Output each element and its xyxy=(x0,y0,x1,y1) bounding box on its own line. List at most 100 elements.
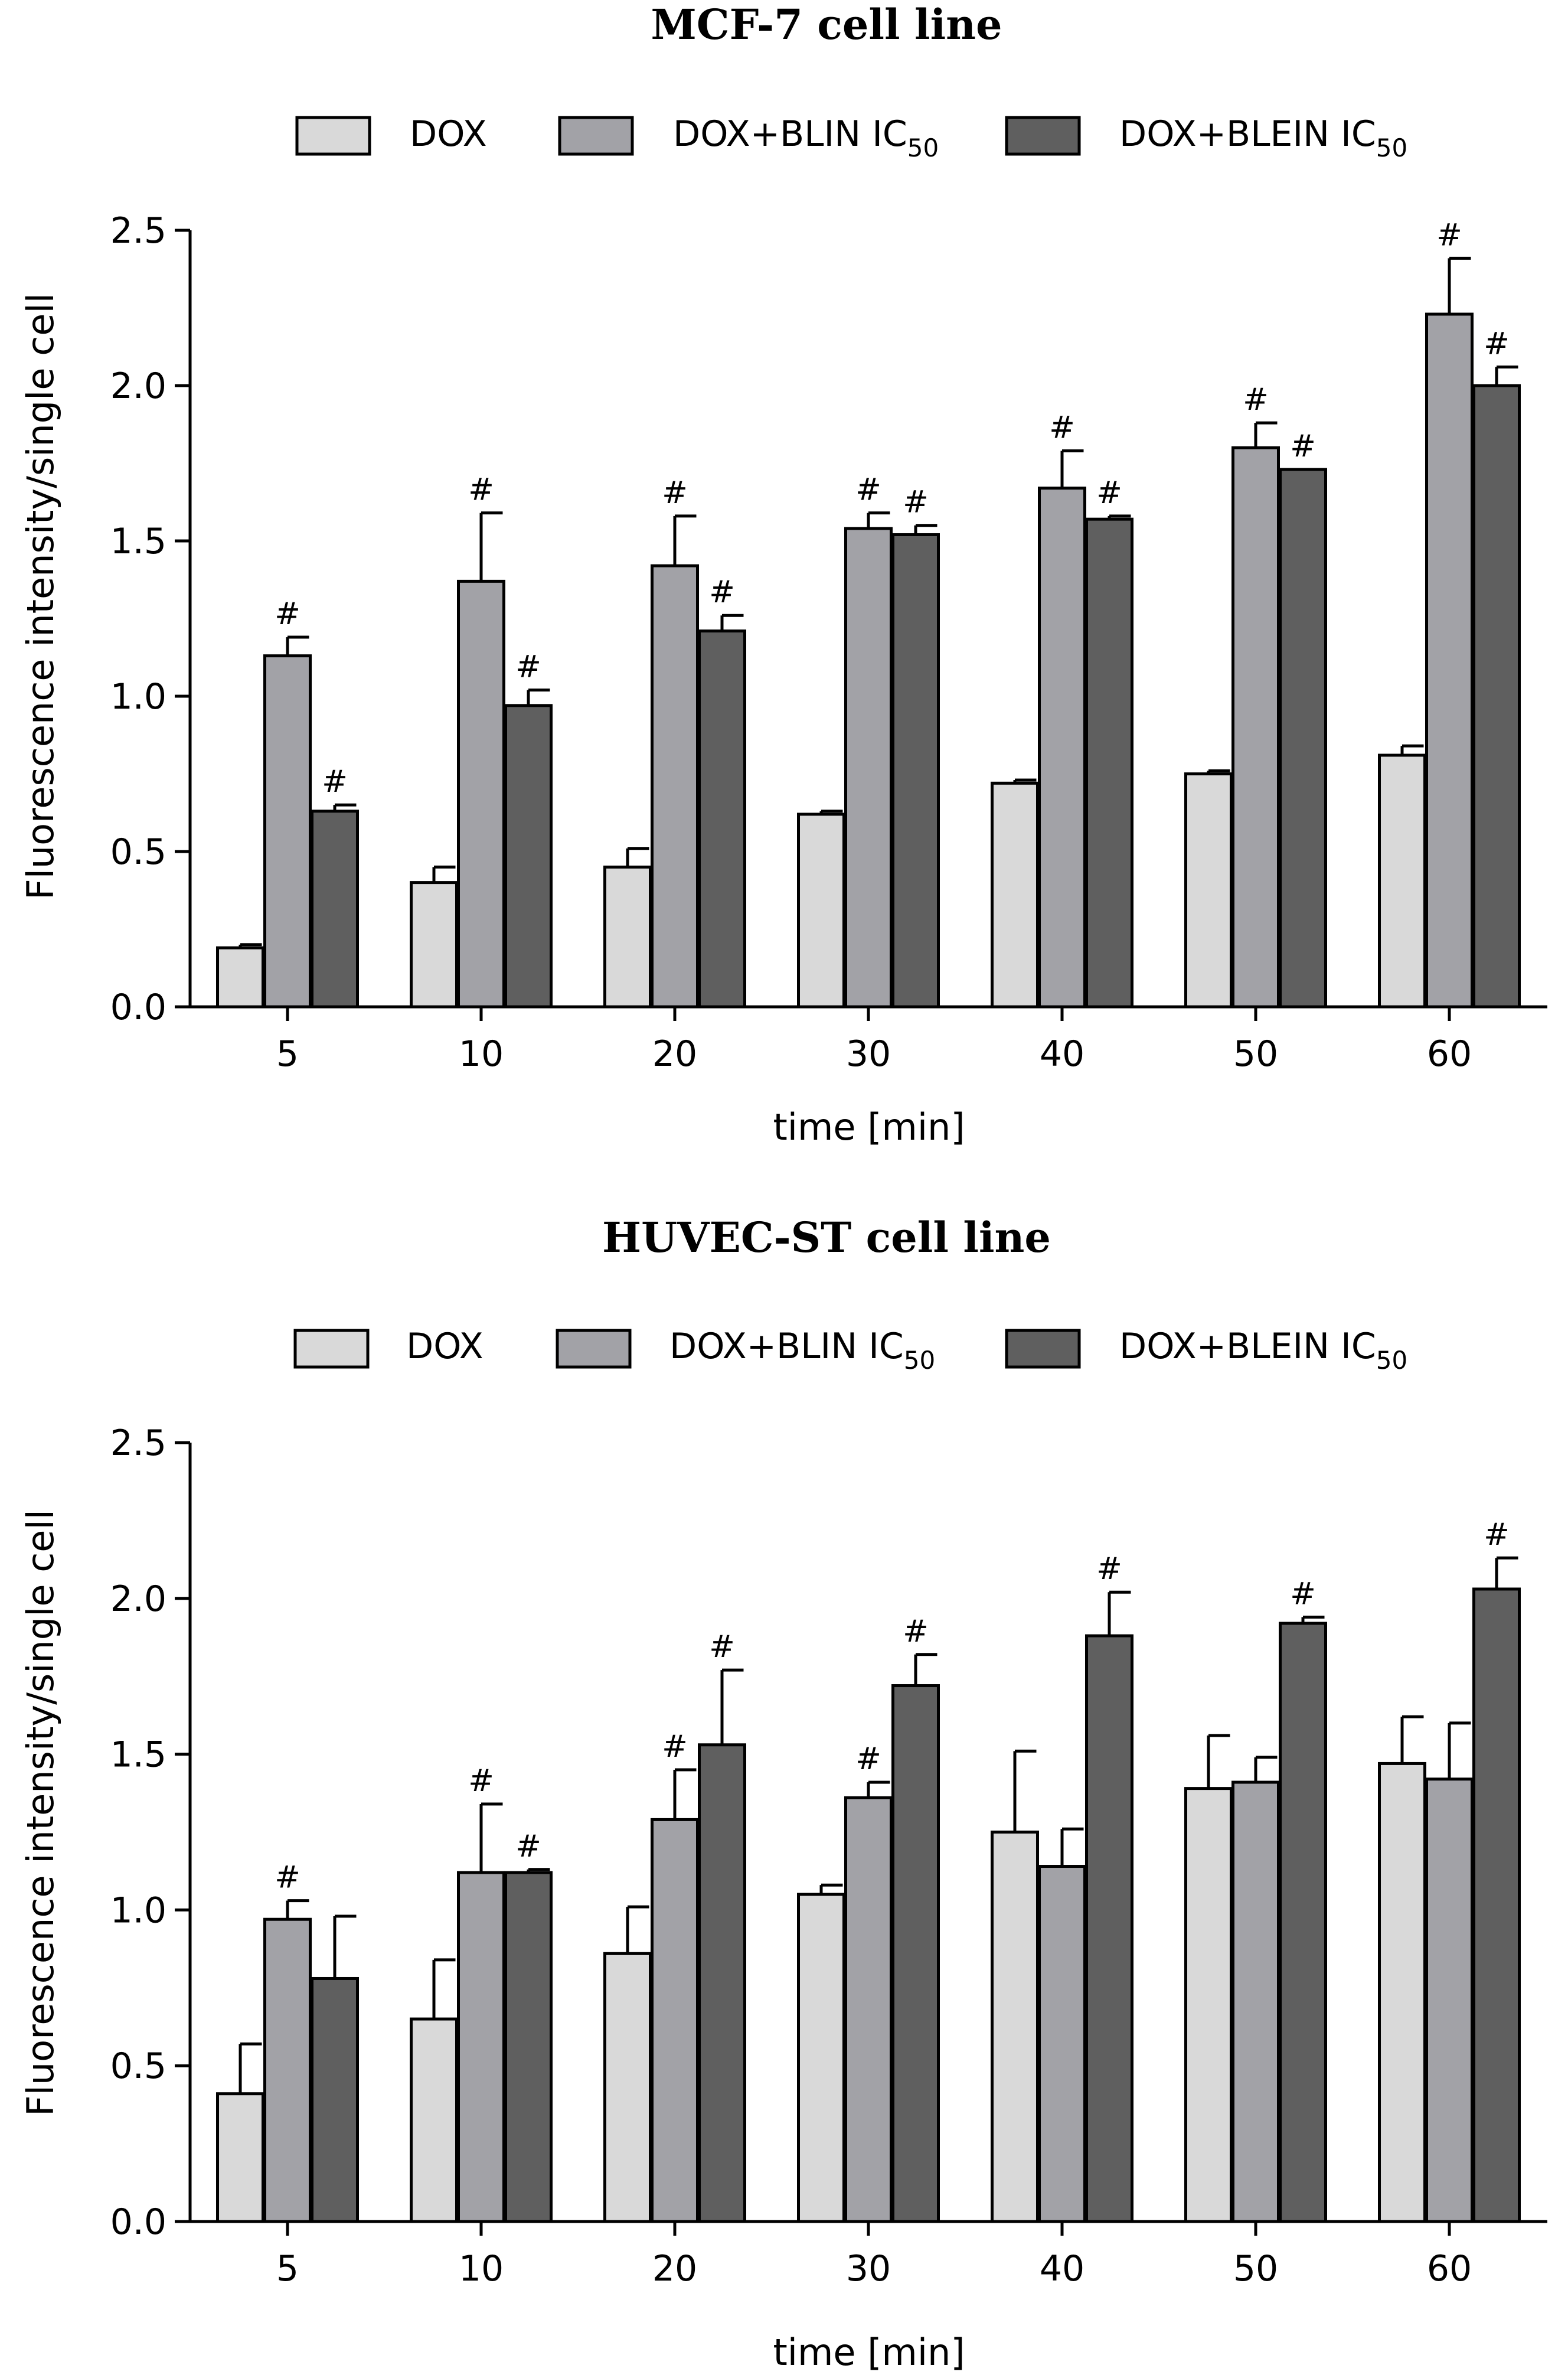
bar-dox-blin-ic50-20 xyxy=(651,564,699,1009)
y-tick-label: 1.5 xyxy=(110,1734,166,1776)
legend-swatch-dox xyxy=(293,1329,370,1369)
bar-dox-blin-ic50-30 xyxy=(844,1796,893,2223)
significance-mark: # xyxy=(275,1860,300,1896)
significance-mark: # xyxy=(1096,1551,1122,1587)
y-tick-label: 2.0 xyxy=(110,366,166,407)
legend-swatch-dox-blin xyxy=(556,1329,632,1369)
bar-dox-10 xyxy=(410,2017,458,2223)
y-tick-label: 2.0 xyxy=(110,1578,166,1620)
significance-mark: # xyxy=(275,596,300,632)
chart-panel-huvec: HUVEC-ST cell line DOX DOX+BLIN IC50 DOX… xyxy=(19,1213,1547,2374)
x-tick-label: 10 xyxy=(459,2248,504,2289)
legend: DOX DOX+BLIN IC50 DOX+BLEIN IC50 xyxy=(295,113,1407,162)
x-tick-label: 10 xyxy=(459,1033,504,1075)
bar-dox-blein-ic50-10 xyxy=(504,1871,553,2223)
significance-mark: # xyxy=(515,649,541,684)
y-tick-label: 0.5 xyxy=(110,2046,166,2087)
bar-dox-30 xyxy=(797,1893,845,2223)
x-tick-label: 50 xyxy=(1233,2248,1278,2289)
x-axis-label: time [min] xyxy=(773,1105,965,1149)
significance-mark: # xyxy=(322,764,348,800)
x-tick-label: 5 xyxy=(276,1033,299,1075)
bar-dox-blin-ic50-20 xyxy=(651,1818,699,2223)
significance-mark: # xyxy=(903,1614,929,1649)
significance-mark: # xyxy=(1484,1517,1510,1552)
y-axis-label: Fluorescence intensity/single cell xyxy=(19,1509,62,2116)
significance-mark: # xyxy=(1290,429,1316,464)
x-tick-label: 40 xyxy=(1040,1033,1084,1075)
legend-label-dox-blein: DOX+BLEIN IC50 xyxy=(1119,113,1407,162)
bar-dox-10 xyxy=(410,881,458,1009)
x-tick-label: 40 xyxy=(1040,2248,1084,2289)
bar-dox-blin-ic50-40 xyxy=(1038,1865,1086,2223)
bar-dox-blin-ic50-5 xyxy=(263,654,312,1009)
x-tick-label: 20 xyxy=(652,2248,697,2289)
legend: DOX DOX+BLIN IC50 DOX+BLEIN IC50 xyxy=(293,1326,1407,1375)
x-axis-label: time [min] xyxy=(773,2331,965,2374)
bar-dox-blin-ic50-50 xyxy=(1231,446,1280,1009)
x-tick-label: 20 xyxy=(652,1033,697,1075)
bar-dox-50 xyxy=(1184,772,1233,1009)
bar-dox-blein-ic50-40 xyxy=(1085,517,1133,1009)
significance-mark: # xyxy=(662,475,688,511)
bar-dox-blin-ic50-60 xyxy=(1425,1777,1474,2223)
bar-dox-blin-ic50-50 xyxy=(1231,1780,1280,2223)
y-tick-label: 1.5 xyxy=(110,521,166,562)
significance-mark: # xyxy=(709,575,735,610)
bar-dox-blin-ic50-30 xyxy=(844,527,893,1009)
bar-dox-blein-ic50-10 xyxy=(504,704,553,1009)
plot-area: # #5 # #10 # #20 # #30 # #40 # #50 # #60 0.0 0.5 1.0 1.5 2… xyxy=(110,210,1547,1075)
y-tick-label: 0.0 xyxy=(110,987,166,1028)
bar-dox-blein-ic50-40 xyxy=(1085,1634,1133,2223)
significance-mark: # xyxy=(855,1741,881,1777)
y-tick-label: 0.5 xyxy=(110,831,166,873)
x-tick-label: 50 xyxy=(1233,1033,1278,1075)
chart-title: HUVEC-ST cell line xyxy=(602,1213,1051,1262)
bar-dox-blin-ic50-10 xyxy=(457,579,505,1009)
y-tick-label: 1.0 xyxy=(110,676,166,717)
bar-dox-blein-ic50-30 xyxy=(891,1684,940,2223)
y-tick-label: 2.5 xyxy=(110,210,166,252)
bar-dox-blein-ic50-5 xyxy=(311,1976,359,2223)
bar-dox-blein-ic50-30 xyxy=(891,533,940,1009)
bar-dox-blin-ic50-10 xyxy=(457,1871,505,2223)
legend-swatch-dox-blein xyxy=(1005,1329,1081,1369)
significance-mark: # xyxy=(709,1629,735,1665)
bar-dox-blin-ic50-60 xyxy=(1425,312,1474,1009)
bar-dox-blein-ic50-50 xyxy=(1279,1622,1327,2223)
bar-dox-40 xyxy=(991,1831,1039,2223)
plot-area: #5 # #10 # #20 # #30 #40 #50 #60 0.0 0.5 1.0 1.5 2.0 2.… xyxy=(110,1423,1547,2289)
y-tick-label: 2.5 xyxy=(110,1423,166,1464)
bar-dox-5 xyxy=(216,946,264,1009)
significance-mark: # xyxy=(1096,475,1122,511)
x-tick-label: 5 xyxy=(276,2248,299,2289)
legend-label-dox-blin: DOX+BLIN IC50 xyxy=(669,1326,935,1375)
legend-label-dox: DOX xyxy=(410,113,487,155)
significance-mark: # xyxy=(855,472,881,508)
bar-dox-50 xyxy=(1184,1787,1233,2223)
bar-dox-blein-ic50-60 xyxy=(1472,384,1521,1009)
significance-mark: # xyxy=(468,472,494,508)
bar-dox-blein-ic50-20 xyxy=(698,1743,746,2223)
legend-swatch-dox-blein xyxy=(1005,116,1081,156)
bar-dox-blein-ic50-60 xyxy=(1472,1587,1521,2223)
bar-dox-5 xyxy=(216,2092,264,2223)
y-tick-label: 1.0 xyxy=(110,1890,166,1931)
bar-dox-20 xyxy=(603,865,652,1009)
significance-mark: # xyxy=(1049,410,1075,445)
x-tick-label: 30 xyxy=(846,1033,891,1075)
significance-mark: # xyxy=(1243,382,1269,417)
bar-dox-blin-ic50-5 xyxy=(263,1917,312,2223)
significance-mark: # xyxy=(1484,326,1510,361)
y-tick-label: 0.0 xyxy=(110,2201,166,2243)
significance-mark: # xyxy=(1436,217,1462,253)
bar-dox-blein-ic50-50 xyxy=(1279,468,1327,1009)
bar-dox-40 xyxy=(991,781,1039,1009)
significance-mark: # xyxy=(515,1829,541,1864)
legend-label-dox-blin: DOX+BLIN IC50 xyxy=(673,113,939,162)
significance-mark: # xyxy=(468,1763,494,1799)
chart-panel-mcf7: MCF-7 cell line DOX DOX+BLIN IC50 DOX+BL… xyxy=(19,0,1547,1149)
bar-dox-blein-ic50-5 xyxy=(311,810,359,1009)
bar-dox-20 xyxy=(603,1952,652,2223)
